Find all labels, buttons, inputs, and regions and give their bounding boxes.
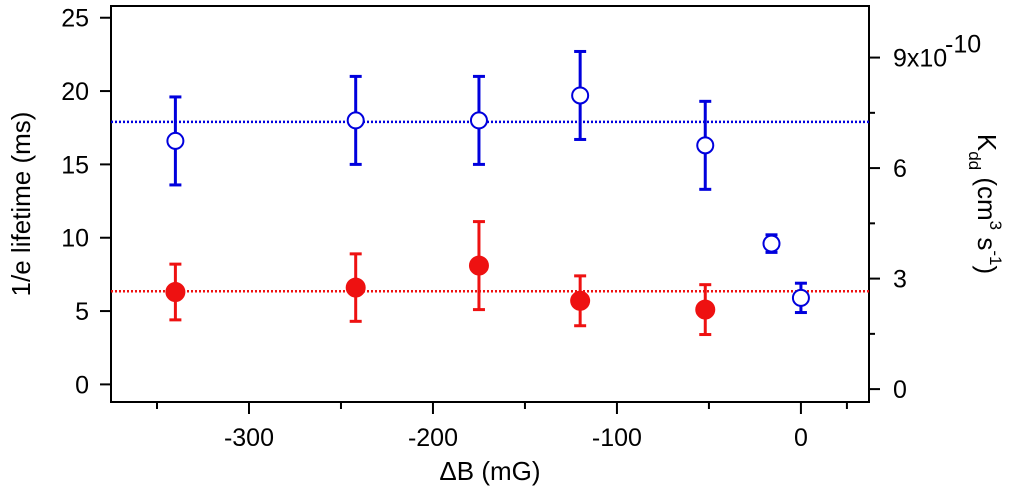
x-axis-title: ΔB (mG) [439, 456, 540, 486]
data-point [468, 255, 489, 276]
data-series [165, 49, 810, 337]
y-tick-label: 0 [75, 371, 89, 399]
y-axis-left: 0 5 10 15 20 25 [61, 5, 111, 399]
plot-frame [110, 5, 870, 403]
data-point [696, 136, 715, 155]
data-point [570, 290, 591, 311]
y2-title-open: (cm [972, 170, 1002, 221]
data-point [346, 111, 365, 130]
series-1 [165, 220, 716, 337]
y2-tick-label: 3 [893, 266, 907, 294]
y-tick-label: 15 [61, 151, 89, 179]
data-point [695, 299, 716, 320]
y2-exponent-label: -10 [945, 31, 981, 59]
y2-title-dd: dd [965, 151, 984, 170]
y2-tick-label: 9x10 [893, 45, 947, 73]
y-tick-label: 10 [61, 225, 89, 253]
y2-title-three: 3 [986, 221, 1005, 230]
y2-title-mid: s [972, 230, 1002, 250]
y2-axis-title: Kdd (cm3 s-1) [965, 134, 1005, 274]
y2-tick-label: 6 [893, 155, 907, 183]
y2-title-minus-one: -1 [986, 250, 1005, 265]
data-point [345, 277, 366, 298]
y2-title-k: K [972, 134, 1002, 152]
x-tick-label: -300 [224, 424, 274, 452]
y-tick-label: 20 [61, 78, 89, 106]
data-point [166, 131, 185, 150]
data-point [469, 111, 488, 130]
y-axis-right: 0 3 6 9x10-10 [869, 31, 981, 404]
series-0 [166, 49, 810, 315]
x-tick-label: 0 [794, 424, 808, 452]
y2-title-close: ) [972, 265, 1002, 274]
x-axis: -300 -200 -100 0 [155, 402, 848, 452]
y-tick-label: 5 [75, 298, 89, 326]
x-tick-label: -200 [408, 424, 458, 452]
data-point [571, 86, 590, 105]
y-tick-label: 25 [61, 5, 89, 33]
data-point [791, 288, 810, 307]
y2-tick-label: 0 [893, 376, 907, 404]
reference-lines [111, 120, 869, 293]
x-tick-label: -100 [592, 424, 642, 452]
data-point [165, 282, 186, 302]
y-axis-title: 1/e lifetime (ms) [6, 112, 36, 297]
data-point [762, 234, 781, 253]
